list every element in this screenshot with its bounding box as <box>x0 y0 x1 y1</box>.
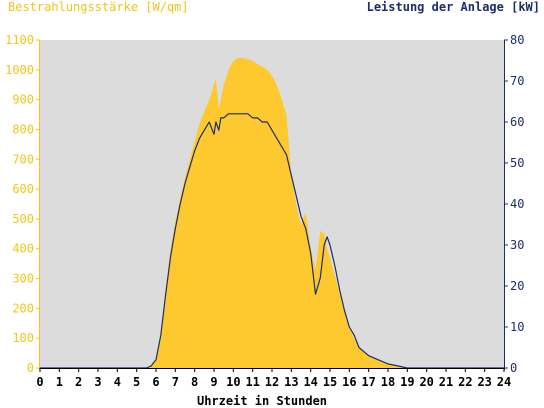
left-tick-label: 1000 <box>5 63 34 77</box>
irradiance-area <box>40 57 504 369</box>
right-axis-title: Leistung der Anlage [kW] <box>367 0 540 14</box>
x-tick-label: 6 <box>152 375 159 389</box>
power-series <box>40 113 504 369</box>
left-tick-label: 100 <box>12 331 34 345</box>
x-axis-title: Uhrzeit in Stunden <box>197 394 327 408</box>
right-tick-label: 30 <box>510 238 524 252</box>
left-tick-label: 800 <box>12 122 34 136</box>
left-tick-label: 900 <box>12 93 34 107</box>
x-tick-label: 4 <box>114 375 121 389</box>
x-tick-label: 13 <box>284 375 298 389</box>
x-tick-label: 19 <box>400 375 414 389</box>
left-axis-ticks: 0 100 200 300 400 500 600 700 800 900 1000 1100 <box>5 33 40 375</box>
left-tick-label: 700 <box>12 152 34 166</box>
x-tick-label: 20 <box>419 375 433 389</box>
x-tick-label: 3 <box>94 375 101 389</box>
left-tick-label: 500 <box>12 212 34 226</box>
right-tick-label: 60 <box>510 115 524 129</box>
x-tick-label: 7 <box>172 375 179 389</box>
x-tick-label: 8 <box>191 375 198 389</box>
x-tick-label: 21 <box>439 375 453 389</box>
x-tick-label: 1 <box>56 375 63 389</box>
x-tick-label: 17 <box>361 375 375 389</box>
left-axis-title: Bestrahlungsstärke [W/qm] <box>8 0 189 14</box>
x-tick-label: 5 <box>133 375 140 389</box>
irradiance-series <box>40 57 504 369</box>
right-tick-label: 40 <box>510 197 524 211</box>
left-tick-label: 300 <box>12 272 34 286</box>
left-tick-label: 0 <box>27 361 34 375</box>
x-axis-ticks: 0 1 2 3 4 5 6 7 8 9 10 11 12 13 14 15 16 17 18 19 20 21 22 23 24 <box>36 368 511 389</box>
x-tick-label: 16 <box>342 375 356 389</box>
right-tick-label: 50 <box>510 156 524 170</box>
left-tick-label: 200 <box>12 301 34 315</box>
right-tick-label: 0 <box>510 361 517 375</box>
right-tick-label: 10 <box>510 320 524 334</box>
x-tick-label: 24 <box>497 375 511 389</box>
left-tick-label: 400 <box>12 242 34 256</box>
right-axis-ticks: 0 10 20 30 40 50 60 70 80 <box>504 33 524 375</box>
x-tick-label: 18 <box>381 375 395 389</box>
power-line <box>40 113 504 369</box>
x-tick-label: 15 <box>323 375 337 389</box>
right-tick-label: 80 <box>510 33 524 47</box>
x-tick-label: 23 <box>477 375 491 389</box>
x-tick-label: 2 <box>75 375 82 389</box>
right-tick-label: 70 <box>510 74 524 88</box>
x-tick-label: 0 <box>36 375 43 389</box>
x-tick-label: 10 <box>226 375 240 389</box>
x-tick-label: 11 <box>245 375 259 389</box>
x-tick-label: 9 <box>210 375 217 389</box>
left-tick-label: 1100 <box>5 33 34 47</box>
right-tick-label: 20 <box>510 279 524 293</box>
x-tick-label: 22 <box>458 375 472 389</box>
x-tick-label: 14 <box>303 375 317 389</box>
left-tick-label: 600 <box>12 182 34 196</box>
x-tick-label: 12 <box>265 375 279 389</box>
